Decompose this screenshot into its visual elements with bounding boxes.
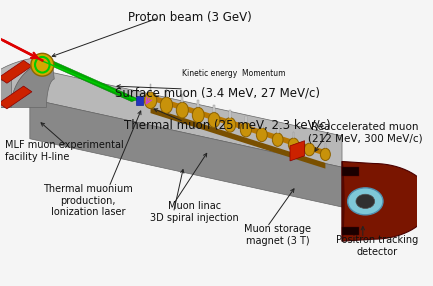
Bar [150,84,152,92]
Bar [309,137,310,143]
Bar [136,96,143,105]
Text: Thermal muon (25 meV, 2.3 keV/c): Thermal muon (25 meV, 2.3 keV/c) [124,119,331,132]
Text: Muon linac
3D spiral injection: Muon linac 3D spiral injection [150,201,239,223]
Bar [342,227,359,235]
Text: Positron tracking
detector: Positron tracking detector [336,235,419,257]
Bar [342,167,359,176]
Polygon shape [342,162,431,241]
Polygon shape [342,162,344,241]
Polygon shape [42,59,138,102]
Polygon shape [290,141,304,161]
Text: MLF muon experimental
facility H-line: MLF muon experimental facility H-line [5,140,123,162]
Bar [229,110,231,118]
Polygon shape [151,95,325,156]
Ellipse shape [272,133,283,146]
Ellipse shape [356,194,375,208]
Bar [245,116,247,123]
Polygon shape [30,99,342,207]
Polygon shape [0,60,32,83]
Ellipse shape [320,148,330,160]
Bar [181,94,183,102]
Ellipse shape [144,92,157,109]
Ellipse shape [304,143,315,156]
Polygon shape [0,86,32,109]
Polygon shape [30,67,342,167]
Ellipse shape [192,107,204,123]
Ellipse shape [288,138,299,151]
Bar [197,100,199,107]
Bar [261,121,263,128]
Polygon shape [151,108,325,169]
Ellipse shape [176,102,188,118]
Polygon shape [11,61,54,108]
Text: Proton beam (3 GeV): Proton beam (3 GeV) [128,11,252,24]
Ellipse shape [160,97,173,113]
Text: Muon storage
magnet (3 T): Muon storage magnet (3 T) [244,224,311,246]
Bar [293,132,294,138]
Ellipse shape [224,118,236,132]
Ellipse shape [208,112,220,128]
Text: Kinetic energy  Momentum: Kinetic energy Momentum [182,69,285,78]
Bar [324,143,326,148]
Polygon shape [0,80,11,108]
Ellipse shape [240,123,252,137]
Text: Surface muon (3.4 MeV, 27 MeV/c): Surface muon (3.4 MeV, 27 MeV/c) [115,86,320,99]
Polygon shape [0,56,52,108]
Bar [165,89,167,97]
Ellipse shape [348,188,383,215]
Text: Reaccelerated muon
(212 MeV, 300 MeV/c): Reaccelerated muon (212 MeV, 300 MeV/c) [307,122,422,143]
Bar [213,105,215,112]
Ellipse shape [256,128,267,142]
Bar [277,126,278,133]
Text: Thermal muonium
production,
Ionization laser: Thermal muonium production, Ionization l… [43,184,133,217]
Ellipse shape [31,53,54,76]
